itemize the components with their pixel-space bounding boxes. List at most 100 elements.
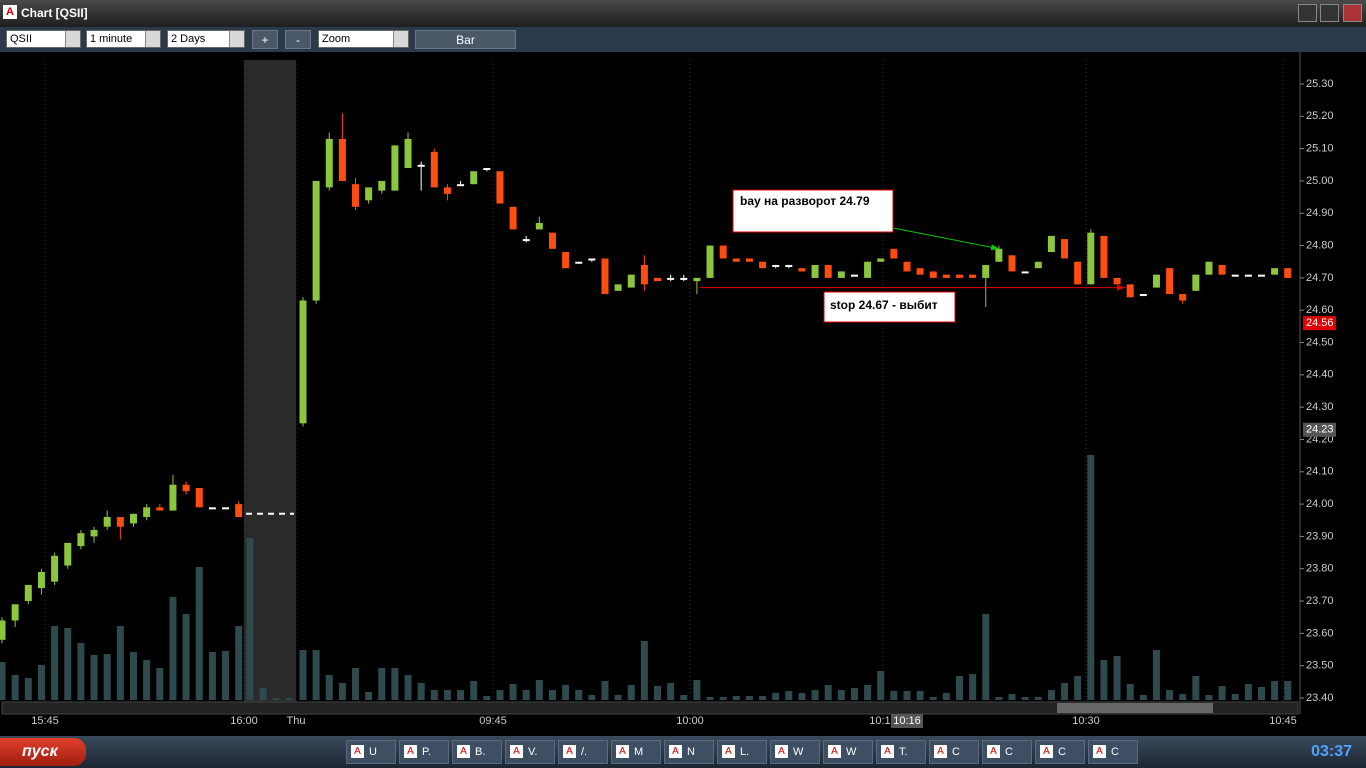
taskbar-item[interactable]: L. (717, 740, 767, 764)
candle-body (208, 507, 216, 510)
candle-body (929, 271, 937, 278)
y-tick-label: 25.10 (1306, 143, 1334, 155)
price-marker (1303, 316, 1336, 331)
volume-bar (824, 685, 832, 700)
volume-bar (719, 697, 727, 700)
candle-body (130, 513, 137, 524)
volume-bar (169, 597, 177, 700)
volume-bar (785, 691, 793, 700)
x-tick-label: 15:45 (31, 715, 59, 727)
volume-bar (588, 695, 596, 700)
candle-body (785, 264, 793, 267)
taskbar-item[interactable]: W (770, 740, 820, 764)
y-tick-label: 25.00 (1306, 175, 1334, 187)
volume-bar (680, 695, 688, 700)
candle-body (1205, 261, 1213, 275)
minimize-button[interactable] (1298, 4, 1317, 22)
taskbar-item[interactable]: C (1035, 740, 1085, 764)
volume-bar (693, 680, 701, 700)
volume-bar (64, 628, 72, 700)
candle-body (496, 171, 504, 204)
volume-bar (417, 683, 425, 700)
candle-body (680, 277, 688, 280)
taskbar-item[interactable]: N (664, 740, 714, 764)
taskbar-item[interactable]: U (346, 740, 396, 764)
y-tick-label: 23.60 (1306, 627, 1334, 639)
volume-bar (391, 668, 399, 700)
candle-body (548, 232, 556, 249)
y-tick-label: 23.90 (1306, 530, 1334, 542)
zoom-select[interactable]: Zoom (318, 30, 409, 48)
cursor-time: 10:16 (893, 715, 921, 727)
start-button[interactable]: пуск (0, 738, 86, 766)
volume-bar (37, 665, 45, 700)
volume-bar (259, 688, 267, 700)
range-select[interactable]: 2 Days (167, 30, 245, 48)
volume-bar (352, 668, 360, 700)
taskbar-item[interactable]: C (982, 740, 1032, 764)
taskbar-item[interactable]: T. (876, 740, 926, 764)
y-tick-label: 24.50 (1306, 336, 1334, 348)
scrollbar[interactable] (1, 701, 1299, 715)
candle-body (1231, 274, 1239, 277)
candle-body (877, 258, 885, 262)
candle-body (1244, 274, 1252, 277)
taskbar-item[interactable]: C (929, 740, 979, 764)
taskbar-item[interactable]: V. (505, 740, 555, 764)
y-tick-label: 23.80 (1306, 563, 1334, 575)
volume-bar (103, 654, 111, 700)
taskbar-item[interactable]: M (611, 740, 661, 764)
close-button[interactable] (1343, 4, 1362, 22)
candle-body (430, 151, 438, 188)
candle-body (942, 274, 950, 278)
interval-select[interactable]: 1 minute (86, 30, 161, 48)
candle-body (470, 171, 478, 185)
cursor-time-box (891, 714, 923, 728)
zoom-in-button[interactable]: + (252, 30, 278, 49)
candle-body (575, 261, 583, 264)
volume-bar (496, 690, 504, 700)
candle-body (1271, 268, 1279, 275)
candle-body (417, 164, 425, 167)
volume-bar (285, 698, 293, 700)
candle-body (772, 264, 780, 267)
volume-bar (1166, 690, 1174, 700)
y-tick-label: 24.70 (1306, 272, 1334, 284)
volume-bar (1192, 676, 1200, 700)
taskbar: пуск UP.B.V./.MNL.WWT.CCCC03:37 (0, 736, 1366, 768)
price-marker-label: 24.56 (1306, 317, 1334, 329)
volume-bar (1244, 684, 1252, 700)
candle-body (51, 555, 59, 582)
volume-bar (890, 691, 898, 700)
candle-body (824, 264, 832, 278)
style-button[interactable]: Bar (415, 30, 516, 49)
scrollbar-thumb[interactable] (1057, 703, 1213, 713)
annotation-text: bay на разворот 24.79 (740, 194, 870, 208)
clock: 03:37 (1311, 743, 1352, 760)
candle-body (103, 517, 111, 527)
taskbar-item[interactable]: B. (452, 740, 502, 764)
taskbar-item[interactable]: C (1088, 740, 1138, 764)
candle-body (0, 620, 6, 640)
volume-bar (1061, 683, 1069, 700)
volume-bar (156, 668, 164, 700)
candle-body (654, 277, 662, 282)
volume-bar (325, 675, 333, 700)
taskbar-item[interactable]: /. (558, 740, 608, 764)
title-bar: A Chart [QSII] (0, 0, 1366, 27)
candle-body (601, 258, 609, 295)
volume-bar (182, 614, 190, 700)
candle-body (116, 517, 124, 527)
maximize-button[interactable] (1320, 4, 1339, 22)
zoom-out-button[interactable]: - (285, 30, 311, 49)
y-tick-label: 24.80 (1306, 239, 1334, 251)
volume-bar (51, 626, 59, 700)
volume-bar (299, 650, 307, 700)
symbol-select[interactable]: QSII (6, 30, 81, 48)
volume-bar (942, 693, 950, 700)
volume-bar (1100, 660, 1108, 700)
taskbar-item[interactable]: W (823, 740, 873, 764)
x-tick-label: 09:45 (479, 715, 507, 727)
taskbar-item[interactable]: P. (399, 740, 449, 764)
candle-body (850, 274, 858, 277)
